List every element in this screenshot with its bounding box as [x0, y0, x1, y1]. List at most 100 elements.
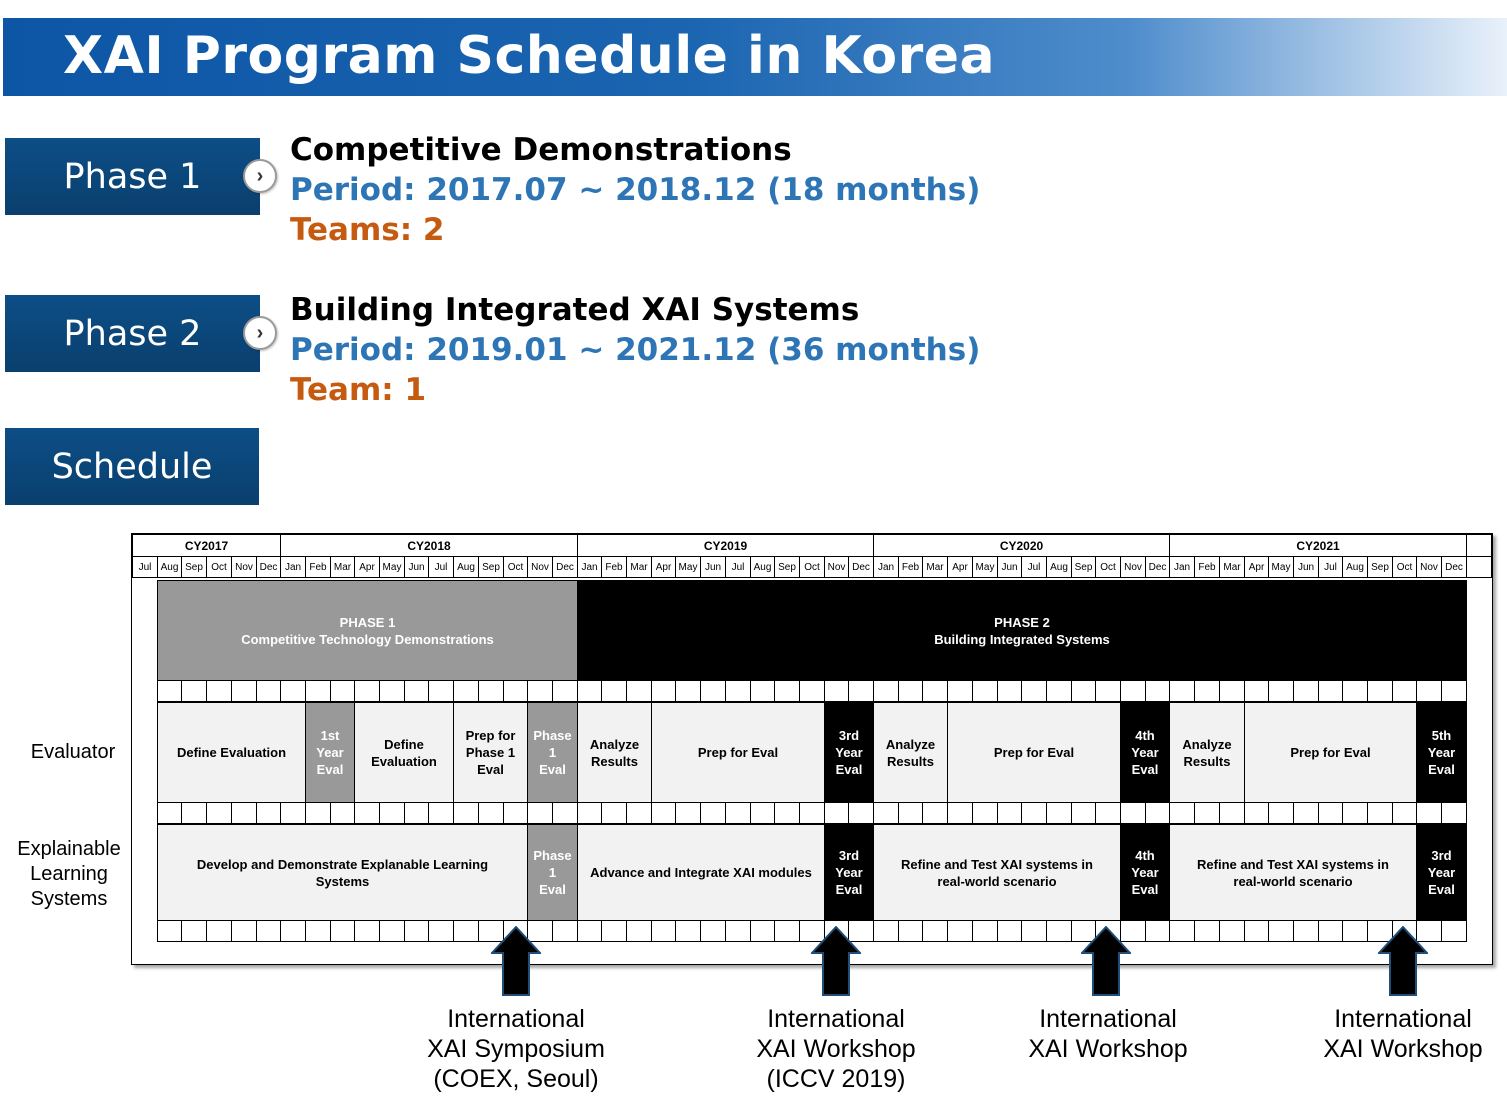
month-header: Jul: [1318, 556, 1343, 578]
grid-cell: [1071, 680, 1096, 702]
phase-1-info: Competitive Demonstrations Period: 2017.…: [290, 130, 980, 250]
grid-cell: [848, 802, 874, 824]
month-header: Apr: [354, 556, 380, 578]
month-header: Sep: [774, 556, 800, 578]
grid-cell: [478, 680, 504, 702]
month-header: Dec: [1441, 556, 1467, 578]
month-header: Feb: [601, 556, 627, 578]
month-header: Nov: [824, 556, 849, 578]
grid-cell: [1244, 802, 1269, 824]
grid-cell: [972, 920, 998, 942]
month-header: Jul: [428, 556, 454, 578]
grid-cell: [774, 920, 800, 942]
year-header-CY2018: CY2018: [280, 534, 578, 557]
month-header: Jul: [132, 556, 158, 578]
evaluator-block: Phase 1 Eval: [527, 702, 578, 803]
grid-cell: [997, 802, 1022, 824]
month-header: Dec: [848, 556, 874, 578]
month-header: Sep: [181, 556, 207, 578]
grid-cell: [206, 920, 232, 942]
grid-cell: [1392, 802, 1417, 824]
grid-cell: [1342, 680, 1368, 702]
grid-cell: [1367, 680, 1393, 702]
month-header: Oct: [503, 556, 528, 578]
learning-block: 3rd Year Eval: [1416, 824, 1467, 921]
grid-cell: [453, 680, 479, 702]
month-header: Sep: [478, 556, 504, 578]
month-header: Jun: [700, 556, 726, 578]
grid-cell: [1169, 802, 1195, 824]
grid-cell: [1120, 680, 1146, 702]
grid-cell: [651, 920, 676, 942]
phase-2-label-box: Phase 2: [5, 295, 260, 372]
learning-block: Refine and Test XAI systems in real-worl…: [873, 824, 1121, 921]
grid-cell: [206, 802, 232, 824]
grid-cell: [330, 680, 355, 702]
grid-cell: [1441, 802, 1467, 824]
grid-cell: [231, 802, 257, 824]
grid-cell: [675, 802, 701, 824]
grid-cell: [404, 680, 429, 702]
grid-cell: [1046, 680, 1072, 702]
month-header: Dec: [256, 556, 281, 578]
grid-cell: [1145, 680, 1170, 702]
month-header: Feb: [898, 556, 923, 578]
month-header: Nov: [527, 556, 553, 578]
grid-cell: [922, 680, 948, 702]
grid-cell: [354, 920, 380, 942]
grid-cell: [404, 920, 429, 942]
grid-cell: [700, 920, 726, 942]
grid-cell: [552, 680, 578, 702]
event-label: International XAI Workshop: [1028, 1005, 1188, 1063]
grid-cell: [1318, 680, 1343, 702]
month-header: Aug: [1342, 556, 1368, 578]
month-header: Nov: [1416, 556, 1442, 578]
grid-cell: [503, 802, 528, 824]
schedule-label: Schedule: [51, 446, 213, 487]
month-header: Jul: [725, 556, 751, 578]
grid-cell: [354, 802, 380, 824]
evaluator-block: Prep for Phase 1 Eval: [453, 702, 528, 803]
year-header-CY2020: CY2020: [873, 534, 1170, 557]
evaluator-block: 1st Year Eval: [305, 702, 355, 803]
evaluator-block: Prep for Eval: [651, 702, 825, 803]
month-header: Jun: [1293, 556, 1319, 578]
grid-cell: [181, 802, 207, 824]
grid-cell: [428, 920, 454, 942]
evaluator-block: Analyze Results: [873, 702, 948, 803]
up-arrow-icon: [1378, 926, 1428, 996]
grid-cell: [1293, 680, 1319, 702]
grid-cell: [280, 920, 306, 942]
grid-cell: [1342, 920, 1368, 942]
grid-cell: [1416, 802, 1442, 824]
grid-cell: [1219, 680, 1245, 702]
grid-cell: [1219, 802, 1245, 824]
grid-cell: [972, 802, 998, 824]
month-header: Apr: [651, 556, 676, 578]
phase-2-label: Phase 2: [63, 313, 202, 354]
grid-cell: [256, 680, 281, 702]
month-header: May: [379, 556, 405, 578]
grid-cell: [527, 802, 553, 824]
grid-cell: [997, 920, 1022, 942]
grid-cell: [1046, 802, 1072, 824]
grid-cell: [1441, 680, 1467, 702]
year-header-blank: [1466, 534, 1492, 557]
grid-cell: [256, 920, 281, 942]
evaluator-block: Analyze Results: [577, 702, 652, 803]
grid-cell: [1268, 680, 1294, 702]
grid-cell: [453, 920, 479, 942]
grid-cell: [1268, 802, 1294, 824]
grid-cell: [626, 680, 652, 702]
grid-cell: [626, 802, 652, 824]
grid-cell: [750, 680, 775, 702]
evaluator-block: 5th Year Eval: [1416, 702, 1467, 803]
grid-cell: [922, 802, 948, 824]
grid-cell: [774, 680, 800, 702]
grid-cell: [453, 802, 479, 824]
grid-cell: [552, 802, 578, 824]
grid-cell: [305, 680, 331, 702]
evaluator-block: Define Evaluation: [157, 702, 306, 803]
grid-cell: [725, 802, 751, 824]
grid-cell: [898, 802, 923, 824]
